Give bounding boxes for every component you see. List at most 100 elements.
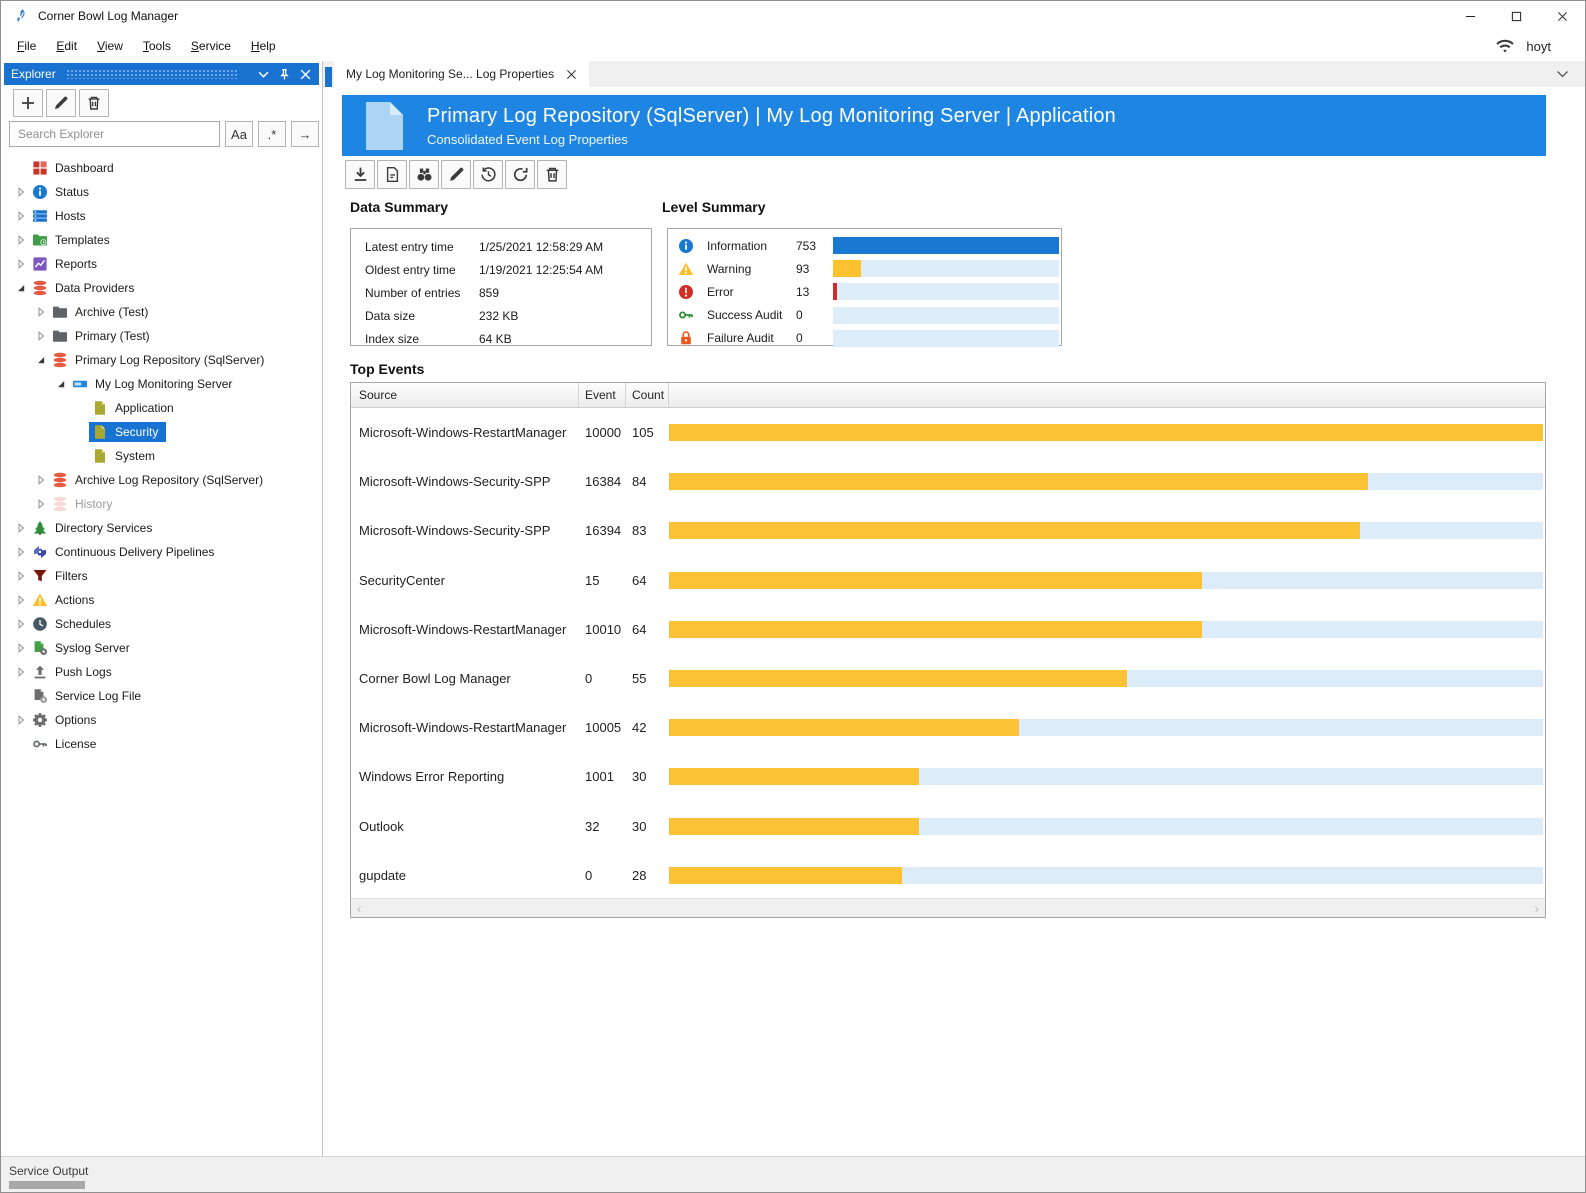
tree-item-my-log-monitoring-server[interactable]: My Log Monitoring Server bbox=[1, 372, 321, 396]
expander-icon[interactable] bbox=[13, 712, 29, 728]
expander-icon[interactable] bbox=[13, 592, 29, 608]
search-input[interactable] bbox=[9, 121, 220, 147]
status-scroll-thumb[interactable] bbox=[9, 1181, 85, 1189]
download-button[interactable] bbox=[345, 160, 375, 189]
top-events-row[interactable]: Corner Bowl Log Manager055 bbox=[351, 654, 1545, 703]
top-events-row[interactable]: Microsoft-Windows-RestartManager1000542 bbox=[351, 703, 1545, 752]
close-icon[interactable] bbox=[299, 68, 312, 81]
expander-icon[interactable] bbox=[13, 664, 29, 680]
tree-item-reports[interactable]: Reports bbox=[1, 252, 321, 276]
find-button[interactable] bbox=[409, 160, 439, 189]
regex-button[interactable]: .* bbox=[258, 121, 286, 147]
column-header-event[interactable]: Event bbox=[579, 383, 626, 407]
plus-icon bbox=[20, 95, 36, 111]
search-go-button[interactable]: → bbox=[291, 121, 319, 147]
expander-icon[interactable] bbox=[53, 376, 69, 392]
expander-icon[interactable] bbox=[33, 352, 49, 368]
tree-item-content: Templates bbox=[29, 230, 118, 250]
tree-item-content: Push Logs bbox=[29, 662, 120, 682]
menu-service[interactable]: Service bbox=[181, 35, 241, 57]
tree-item-hosts[interactable]: Hosts bbox=[1, 204, 321, 228]
top-events-row[interactable]: Windows Error Reporting100130 bbox=[351, 752, 1545, 801]
refresh-button[interactable] bbox=[505, 160, 535, 189]
report-button[interactable] bbox=[377, 160, 407, 189]
expander-icon[interactable] bbox=[33, 472, 49, 488]
expander-icon[interactable] bbox=[13, 256, 29, 272]
delete-button[interactable] bbox=[537, 160, 567, 189]
tree-item-primary-test[interactable]: Primary (Test) bbox=[1, 324, 321, 348]
column-header-source[interactable]: Source bbox=[351, 383, 579, 407]
tree-item-options[interactable]: Options bbox=[1, 708, 321, 732]
tree-item-data-providers[interactable]: Data Providers bbox=[1, 276, 321, 300]
tree-item-dashboard[interactable]: Dashboard bbox=[1, 156, 321, 180]
expander-icon[interactable] bbox=[13, 640, 29, 656]
tree-item-templates[interactable]: Templates bbox=[1, 228, 321, 252]
tree-item-application[interactable]: Application bbox=[1, 396, 321, 420]
match-case-button[interactable]: Aa bbox=[225, 121, 253, 147]
tree-item-directory-services[interactable]: Directory Services bbox=[1, 516, 321, 540]
expander-icon[interactable] bbox=[33, 328, 49, 344]
column-header-count[interactable]: Count bbox=[626, 383, 669, 407]
close-button[interactable] bbox=[1539, 1, 1585, 31]
tree-item-license[interactable]: License bbox=[1, 732, 321, 756]
expander-icon[interactable] bbox=[33, 496, 49, 512]
horizontal-scrollbar[interactable]: ‹ › bbox=[351, 898, 1545, 917]
edit-button[interactable] bbox=[46, 89, 76, 117]
tree-item-security[interactable]: Security bbox=[1, 420, 321, 444]
expander-icon[interactable] bbox=[13, 184, 29, 200]
explorer-title-bar[interactable]: Explorer bbox=[4, 63, 319, 85]
tree-item-archive-log-repository-sqlserver[interactable]: Archive Log Repository (SqlServer) bbox=[1, 468, 321, 492]
expander-icon[interactable] bbox=[13, 208, 29, 224]
scroll-left-icon[interactable]: ‹ bbox=[357, 901, 361, 916]
tree-item-actions[interactable]: Actions bbox=[1, 588, 321, 612]
expander-icon[interactable] bbox=[13, 232, 29, 248]
tree-item-status[interactable]: Status bbox=[1, 180, 321, 204]
maximize-button[interactable] bbox=[1493, 1, 1539, 31]
expander-icon[interactable] bbox=[13, 544, 29, 560]
menu-view[interactable]: View bbox=[87, 35, 133, 57]
tree-item-archive-test[interactable]: Archive (Test) bbox=[1, 300, 321, 324]
menu-file[interactable]: File bbox=[7, 35, 46, 57]
tree-item-syslog-server[interactable]: Syslog Server bbox=[1, 636, 321, 660]
top-events-row[interactable]: gupdate028 bbox=[351, 851, 1545, 898]
tree-item-history[interactable]: History bbox=[1, 492, 321, 516]
minimize-button[interactable] bbox=[1447, 1, 1493, 31]
tree-item-push-logs[interactable]: Push Logs bbox=[1, 660, 321, 684]
tree-item-continuous-delivery-pipelines[interactable]: Continuous Delivery Pipelines bbox=[1, 540, 321, 564]
expander-icon[interactable] bbox=[33, 304, 49, 320]
scroll-right-icon[interactable]: › bbox=[1535, 901, 1539, 916]
top-events-row[interactable]: Outlook3230 bbox=[351, 802, 1545, 851]
top-events-row[interactable]: Microsoft-Windows-Security-SPP1639483 bbox=[351, 506, 1545, 555]
tab-log-properties[interactable]: My Log Monitoring Se... Log Properties bbox=[334, 61, 589, 87]
service-output-tab[interactable]: Service Output bbox=[9, 1164, 88, 1178]
tree-item-schedules[interactable]: Schedules bbox=[1, 612, 321, 636]
chevron-down-icon[interactable] bbox=[257, 68, 270, 81]
edit-button[interactable] bbox=[441, 160, 471, 189]
event-id: 0 bbox=[579, 671, 626, 686]
expander-spacer bbox=[13, 160, 29, 176]
pin-icon[interactable] bbox=[278, 68, 291, 81]
top-events-row[interactable]: Microsoft-Windows-RestartManager1001064 bbox=[351, 605, 1545, 654]
event-bar bbox=[669, 572, 1202, 589]
menu-edit[interactable]: Edit bbox=[46, 35, 87, 57]
tree-item-service-log-file[interactable]: Service Log File bbox=[1, 684, 321, 708]
event-source: Microsoft-Windows-Security-SPP bbox=[351, 523, 579, 538]
expander-icon[interactable] bbox=[13, 616, 29, 632]
tree-item-filters[interactable]: Filters bbox=[1, 564, 321, 588]
database-icon bbox=[52, 352, 68, 368]
tree-item-system[interactable]: System bbox=[1, 444, 321, 468]
top-events-row[interactable]: Microsoft-Windows-Security-SPP1638484 bbox=[351, 457, 1545, 506]
menu-tools[interactable]: Tools bbox=[133, 35, 181, 57]
delete-button[interactable] bbox=[79, 89, 109, 117]
menu-help[interactable]: Help bbox=[241, 35, 286, 57]
expander-icon[interactable] bbox=[13, 568, 29, 584]
tree-item-primary-log-repository-sqlserver[interactable]: Primary Log Repository (SqlServer) bbox=[1, 348, 321, 372]
top-events-row[interactable]: SecurityCenter1564 bbox=[351, 556, 1545, 605]
expander-icon[interactable] bbox=[13, 280, 29, 296]
top-events-row[interactable]: Microsoft-Windows-RestartManager10000105 bbox=[351, 408, 1545, 457]
add-button[interactable] bbox=[13, 89, 43, 117]
tab-close-icon[interactable] bbox=[566, 69, 577, 80]
expander-icon[interactable] bbox=[13, 520, 29, 536]
tab-list-chevron-icon[interactable] bbox=[1556, 70, 1569, 79]
history-button[interactable] bbox=[473, 160, 503, 189]
